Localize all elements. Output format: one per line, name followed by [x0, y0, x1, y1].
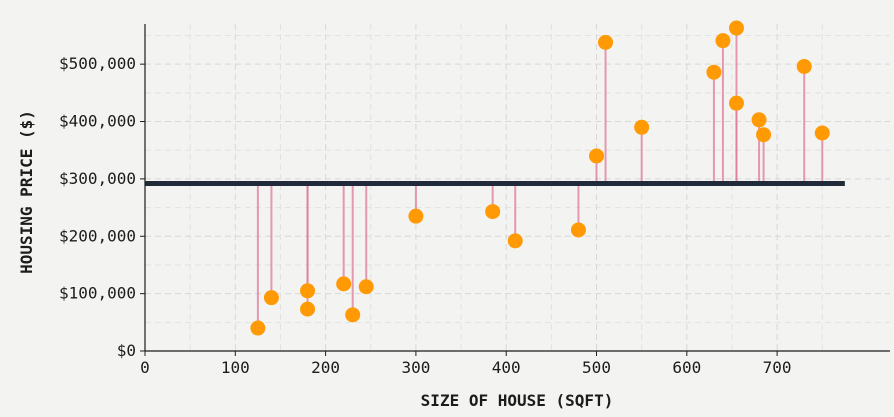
data-point: [300, 301, 316, 317]
x-tick-label: 500: [582, 358, 611, 377]
data-point: [345, 307, 361, 323]
data-points: [250, 20, 830, 336]
data-point: [250, 320, 266, 336]
data-point: [358, 279, 374, 295]
data-point: [336, 276, 352, 292]
data-point: [598, 34, 614, 50]
data-point: [751, 112, 767, 128]
data-point: [263, 290, 279, 306]
x-tick-label: 400: [492, 358, 521, 377]
data-point: [728, 95, 744, 111]
data-point: [589, 148, 605, 164]
data-point: [706, 64, 722, 80]
data-point: [728, 20, 744, 36]
data-point: [507, 233, 523, 249]
x-tick-label: 300: [401, 358, 430, 377]
y-tick-label: $100,000: [59, 284, 136, 303]
x-tick-label: 0: [140, 358, 150, 377]
data-point: [634, 119, 650, 135]
y-tick-label: $300,000: [59, 169, 136, 188]
grid: [145, 24, 890, 351]
data-point: [485, 204, 501, 220]
y-axis-label: HOUSING PRICE ($): [17, 110, 36, 274]
data-point: [300, 283, 316, 299]
data-point: [570, 222, 586, 238]
axes: [144, 24, 890, 352]
data-point: [408, 208, 424, 224]
x-tick-label: 600: [672, 358, 701, 377]
x-tick-label: 100: [221, 358, 250, 377]
x-axis-ticks: 0 100 200 300 400 500 600 700: [140, 351, 792, 377]
x-tick-label: 200: [311, 358, 340, 377]
y-tick-label: $0: [117, 341, 136, 360]
data-point: [814, 125, 830, 141]
y-tick-label: $200,000: [59, 226, 136, 245]
y-tick-label: $400,000: [59, 112, 136, 131]
x-axis-label: SIZE OF HOUSE (SQFT): [421, 391, 614, 410]
data-point: [796, 58, 812, 74]
y-axis-ticks: $0 $100,000 $200,000 $300,000 $400,000 $500,0…: [59, 54, 145, 360]
y-tick-label: $500,000: [59, 54, 136, 73]
data-point: [715, 33, 731, 49]
data-point: [756, 127, 772, 143]
x-tick-label: 700: [763, 358, 792, 377]
